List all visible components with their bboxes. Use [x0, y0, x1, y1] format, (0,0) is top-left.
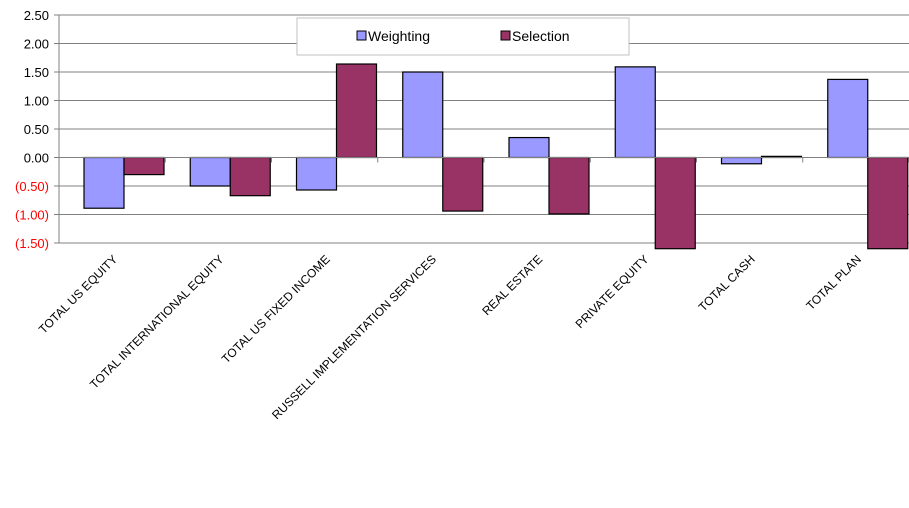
- legend-box: [296, 17, 630, 56]
- y-tick-label: 2.50: [24, 8, 49, 23]
- x-tick-label: TOTAL US FIXED INCOME: [219, 252, 333, 366]
- y-tick-label: (1.00): [15, 208, 49, 223]
- legend-label-weighting: Weighting: [368, 28, 430, 44]
- y-axis-tick-labels: 2.50 2.00 1.50 1.00 0.50 0.00 (0.50) (1.00) (1.5…: [15, 8, 49, 251]
- bar-weighting: [827, 78, 869, 159]
- bar-weighting: [189, 156, 231, 187]
- bar-weighting: [508, 136, 550, 159]
- legend-swatch-weighting: [356, 30, 367, 41]
- x-tick-label: RUSSELL IMPLEMENTATION SERVICES: [269, 252, 439, 422]
- legend-swatch-selection: [500, 30, 511, 41]
- bars: [83, 63, 909, 250]
- legend: Weighting Selection: [296, 17, 630, 56]
- y-tick-label: 0.50: [24, 122, 49, 137]
- bar-selection: [229, 156, 271, 197]
- x-tick-label: PRIVATE EQUITY: [573, 252, 652, 331]
- y-tick-label: (0.50): [15, 179, 49, 194]
- bar-selection: [442, 156, 484, 212]
- bar-weighting: [614, 66, 656, 159]
- y-tick-label: 2.00: [24, 37, 49, 52]
- x-tick-label: TOTAL CASH: [696, 252, 758, 314]
- x-tick-label: TOTAL PLAN: [803, 252, 864, 313]
- bar-weighting: [402, 71, 444, 159]
- x-tick-label: REAL ESTATE: [479, 252, 545, 318]
- bar-weighting: [295, 156, 338, 191]
- bar-selection: [654, 156, 696, 250]
- legend-label-selection: Selection: [512, 28, 570, 44]
- y-tick-label: 1.00: [24, 94, 49, 109]
- y-tick-label: (1.50): [15, 236, 49, 251]
- bar-selection: [548, 156, 590, 215]
- axes: [58, 15, 909, 243]
- bar-weighting: [720, 156, 763, 165]
- y-tick-label: 0.00: [24, 151, 49, 166]
- bar-selection: [867, 156, 909, 250]
- bar-selection: [123, 156, 165, 176]
- y-tick-label: 1.50: [24, 65, 49, 80]
- bar-selection: [335, 63, 378, 159]
- x-tick-label: TOTAL US EQUITY: [36, 252, 120, 336]
- bar-weighting: [83, 156, 125, 209]
